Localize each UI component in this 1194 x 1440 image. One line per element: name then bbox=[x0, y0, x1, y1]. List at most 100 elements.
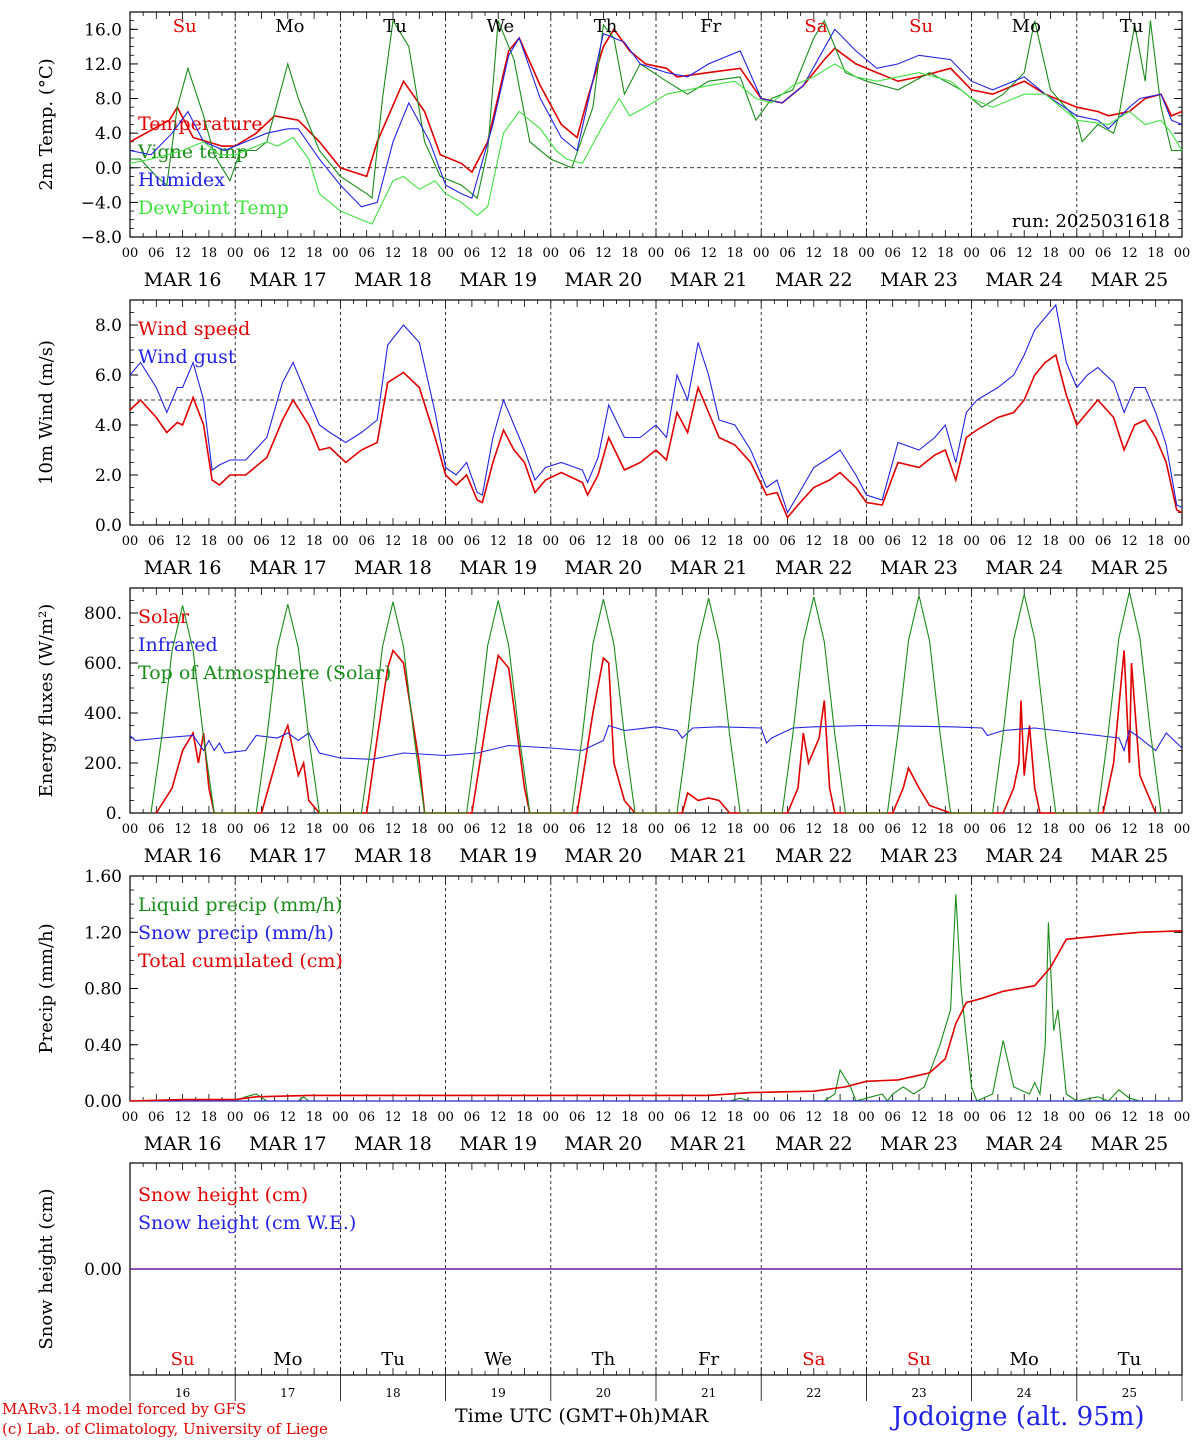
temperature-hour-label: 18 bbox=[411, 246, 428, 261]
energy-date-label: MAR 18 bbox=[354, 845, 432, 867]
energy-series-infrared bbox=[129, 724, 1183, 760]
day-name-top: Tu bbox=[1120, 16, 1144, 37]
energy-date-label: MAR 23 bbox=[880, 845, 958, 867]
wind-hour-label: 18 bbox=[1042, 534, 1059, 549]
temperature-date-label: MAR 19 bbox=[459, 269, 537, 291]
energy-legend-entry: Infrared bbox=[138, 634, 218, 656]
wind-hour-label: 12 bbox=[280, 534, 297, 549]
energy-hour-label: 00 bbox=[227, 822, 244, 837]
temperature-hour-label: 12 bbox=[1121, 246, 1138, 261]
wind-hour-label: 00 bbox=[963, 534, 980, 549]
energy-hour-label: 06 bbox=[674, 822, 691, 837]
wind-legend-entry: Wind speed bbox=[138, 318, 250, 340]
temperature-legend-entry: DewPoint Temp bbox=[138, 197, 289, 219]
precip-series-total-cumulated-cm bbox=[129, 930, 1183, 1102]
day-date-bottom: 21 bbox=[701, 1386, 716, 1400]
precip-hour-label: 12 bbox=[280, 1110, 297, 1125]
temperature-hour-label: 06 bbox=[569, 246, 586, 261]
wind-ytick-label: 6.0 bbox=[95, 366, 122, 386]
temperature-hour-label: 00 bbox=[332, 246, 349, 261]
wind-hour-label: 00 bbox=[227, 534, 244, 549]
energy-hour-label: 12 bbox=[490, 822, 507, 837]
energy-hour-label: 18 bbox=[306, 822, 323, 837]
energy-ytick-label: 200. bbox=[84, 754, 122, 774]
energy-hour-label: 18 bbox=[201, 822, 218, 837]
temperature-legend-entry: Temperature bbox=[138, 113, 262, 135]
precip-hour-label: 06 bbox=[569, 1110, 586, 1125]
wind-hour-label: 00 bbox=[1174, 534, 1191, 549]
temperature-hour-label: 06 bbox=[148, 246, 165, 261]
energy-hour-label: 12 bbox=[595, 822, 612, 837]
wind-hour-label: 06 bbox=[884, 534, 901, 549]
energy-hour-label: 06 bbox=[358, 822, 375, 837]
precip-ylabel: Precip (mm/h) bbox=[36, 923, 57, 1053]
precip-date-label: MAR 21 bbox=[670, 1133, 748, 1155]
energy-hour-label: 06 bbox=[148, 822, 165, 837]
wind-date-label: MAR 23 bbox=[880, 557, 958, 579]
energy-frame bbox=[129, 587, 1183, 814]
precip-date-label: MAR 18 bbox=[354, 1133, 432, 1155]
temperature-hour-label: 18 bbox=[516, 246, 533, 261]
temperature-hour-label: 00 bbox=[753, 246, 770, 261]
precip-hour-label: 18 bbox=[621, 1110, 638, 1125]
temperature-date-label: MAR 20 bbox=[565, 269, 643, 291]
temperature-hour-label: 00 bbox=[543, 246, 560, 261]
temperature-hour-label: 06 bbox=[464, 246, 481, 261]
precip-hour-label: 18 bbox=[937, 1110, 954, 1125]
temperature-hour-label: 00 bbox=[1069, 246, 1086, 261]
temperature-hour-label: 12 bbox=[1016, 246, 1033, 261]
energy-date-label: MAR 21 bbox=[670, 845, 748, 867]
temperature-series-temperature bbox=[129, 27, 1183, 178]
energy-hour-label: 00 bbox=[753, 822, 770, 837]
energy-hour-label: 00 bbox=[858, 822, 875, 837]
energy-hour-label: 12 bbox=[806, 822, 823, 837]
snow-legend-entry: Snow height (cm) bbox=[138, 1184, 308, 1206]
temperature-date-label: MAR 25 bbox=[1091, 269, 1169, 291]
wind-hour-label: 12 bbox=[1016, 534, 1033, 549]
temperature-hour-label: 18 bbox=[306, 246, 323, 261]
day-name-bottom: Mo bbox=[1010, 1349, 1039, 1370]
temperature-ytick-label: 12.0 bbox=[84, 55, 122, 75]
temperature-run-annotation: run: 2025031618 bbox=[1012, 211, 1170, 232]
temperature-hour-label: 12 bbox=[911, 246, 928, 261]
energy-hour-label: 06 bbox=[884, 822, 901, 837]
temperature-hour-label: 06 bbox=[779, 246, 796, 261]
wind-hour-label: 00 bbox=[1069, 534, 1086, 549]
precip-hour-label: 18 bbox=[201, 1110, 218, 1125]
precip-hour-label: 00 bbox=[1174, 1110, 1191, 1125]
precip-ytick-label: 0.00 bbox=[84, 1092, 122, 1112]
wind-date-label: MAR 18 bbox=[354, 557, 432, 579]
day-date-bottom: 17 bbox=[280, 1386, 295, 1400]
wind-hour-label: 06 bbox=[464, 534, 481, 549]
energy-hour-label: 18 bbox=[727, 822, 744, 837]
precip-hour-label: 00 bbox=[437, 1110, 454, 1125]
wind-legend-entry: Wind gust bbox=[138, 346, 236, 368]
precip-hour-label: 18 bbox=[727, 1110, 744, 1125]
wind-hour-label: 12 bbox=[174, 534, 191, 549]
precip-hour-label: 12 bbox=[1121, 1110, 1138, 1125]
energy-hour-label: 18 bbox=[937, 822, 954, 837]
wind-hour-label: 00 bbox=[437, 534, 454, 549]
wind-hour-label: 12 bbox=[490, 534, 507, 549]
wind-hour-label: 06 bbox=[674, 534, 691, 549]
wind-series-wind-gust bbox=[129, 303, 1183, 514]
precip-hour-label: 06 bbox=[253, 1110, 270, 1125]
temperature-date-label: MAR 16 bbox=[144, 269, 222, 291]
wind-ytick-label: 0.0 bbox=[95, 516, 122, 536]
day-name-bottom: Su bbox=[907, 1349, 931, 1370]
temperature-date-label: MAR 18 bbox=[354, 269, 432, 291]
temperature-hour-label: 00 bbox=[227, 246, 244, 261]
wind-hour-label: 06 bbox=[990, 534, 1007, 549]
energy-hour-label: 18 bbox=[1147, 822, 1164, 837]
wind-hour-label: 12 bbox=[700, 534, 717, 549]
precip-date-label: MAR 25 bbox=[1091, 1133, 1169, 1155]
credit-line-lab: (c) Lab. of Climatology, University of L… bbox=[2, 1420, 328, 1438]
energy-hour-label: 06 bbox=[569, 822, 586, 837]
precip-hour-label: 06 bbox=[148, 1110, 165, 1125]
day-name-top: Mo bbox=[275, 16, 304, 37]
day-name-top: Su bbox=[173, 16, 197, 37]
day-name-bottom: Tu bbox=[1118, 1349, 1142, 1370]
wind-hour-label: 18 bbox=[727, 534, 744, 549]
temperature-hour-label: 12 bbox=[174, 246, 191, 261]
